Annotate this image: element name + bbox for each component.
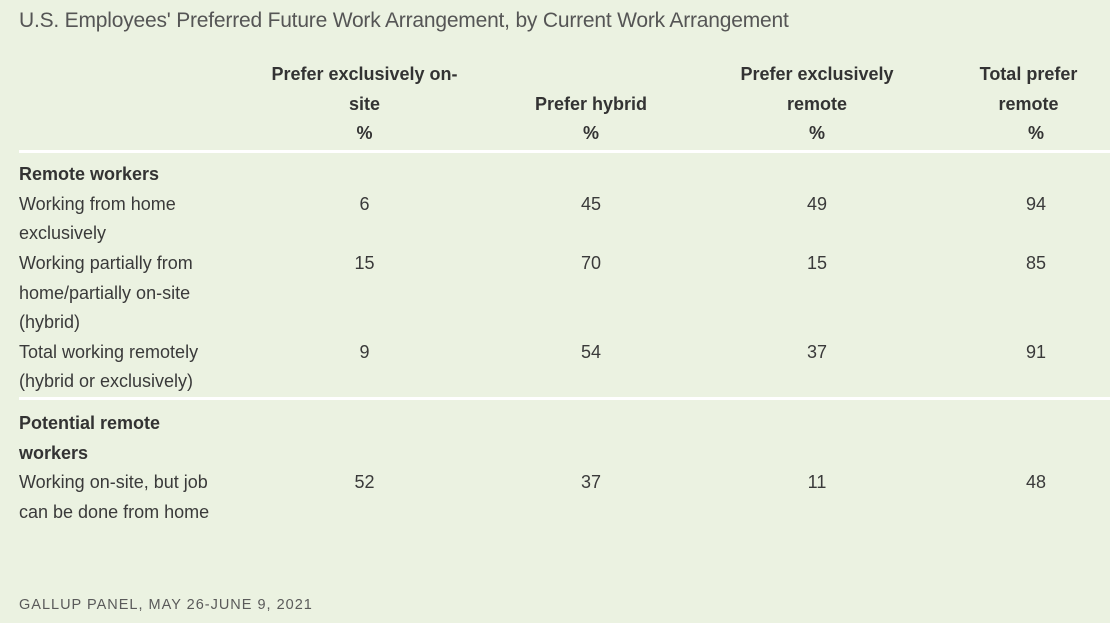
column-unit: % bbox=[251, 122, 478, 154]
column-unit: % bbox=[704, 122, 930, 154]
table-cell: 48 bbox=[1025, 472, 1047, 493]
empty-cell bbox=[478, 396, 704, 469]
table-cell: 37 bbox=[580, 472, 602, 493]
table-cell: 11 bbox=[807, 472, 827, 493]
table-cell: 85 bbox=[1025, 252, 1047, 273]
column-unit: % bbox=[478, 122, 704, 154]
table-cell: 9 bbox=[359, 341, 370, 362]
table-row: Working partially from home/partially on… bbox=[19, 249, 1110, 338]
column-header: Prefer exclusively remote bbox=[740, 64, 894, 114]
group-label: Remote workers bbox=[19, 164, 160, 185]
empty-cell bbox=[704, 396, 930, 469]
table-row: Total working remotely (hybrid or exclus… bbox=[19, 338, 1110, 399]
source-note: GALLUP PANEL, MAY 26-JUNE 9, 2021 bbox=[19, 597, 313, 613]
unit-row-label-cell bbox=[19, 122, 251, 154]
table-row: Working on-site, but job can be done fro… bbox=[19, 468, 1110, 527]
column-header: Total prefer remote bbox=[979, 64, 1078, 114]
empty-cell bbox=[930, 396, 1110, 469]
column-unit: % bbox=[930, 122, 1110, 154]
row-label: Working from home exclusively bbox=[19, 193, 176, 244]
table-cell: 54 bbox=[580, 341, 602, 362]
table-cell: 49 bbox=[806, 193, 828, 214]
table-cell: 6 bbox=[359, 193, 370, 214]
table-cell: 45 bbox=[580, 193, 602, 214]
unit-row: % % % % bbox=[19, 122, 1110, 154]
group-header-row: Remote workers bbox=[19, 152, 1110, 190]
table-cell: 94 bbox=[1025, 193, 1047, 214]
header-row-label-cell bbox=[19, 60, 251, 122]
row-label: Working partially from home/partially on… bbox=[19, 252, 193, 333]
table-cell: 37 bbox=[806, 341, 828, 362]
empty-cell bbox=[251, 396, 478, 469]
column-header: Prefer exclusively on-site bbox=[271, 64, 458, 114]
table-cell: 70 bbox=[580, 252, 602, 273]
group-header-row: Potential remote workers bbox=[19, 396, 1110, 469]
row-label: Total working remotely (hybrid or exclus… bbox=[19, 341, 199, 392]
header-row: Prefer exclusively on-site Prefer hybrid… bbox=[19, 60, 1110, 122]
table-row: Working from home exclusively 6 45 49 94 bbox=[19, 190, 1110, 249]
table-cell: 91 bbox=[1025, 341, 1047, 362]
row-label: Working on-site, but job can be done fro… bbox=[19, 472, 210, 522]
chart-title: U.S. Employees' Preferred Future Work Ar… bbox=[19, 9, 789, 32]
data-table: Prefer exclusively on-site Prefer hybrid… bbox=[19, 60, 1110, 527]
table-cell: 15 bbox=[354, 252, 375, 273]
table-cell: 15 bbox=[806, 252, 828, 273]
group-label: Potential remote workers bbox=[19, 396, 251, 469]
column-header: Prefer hybrid bbox=[534, 93, 648, 114]
table-cell: 52 bbox=[354, 472, 375, 493]
